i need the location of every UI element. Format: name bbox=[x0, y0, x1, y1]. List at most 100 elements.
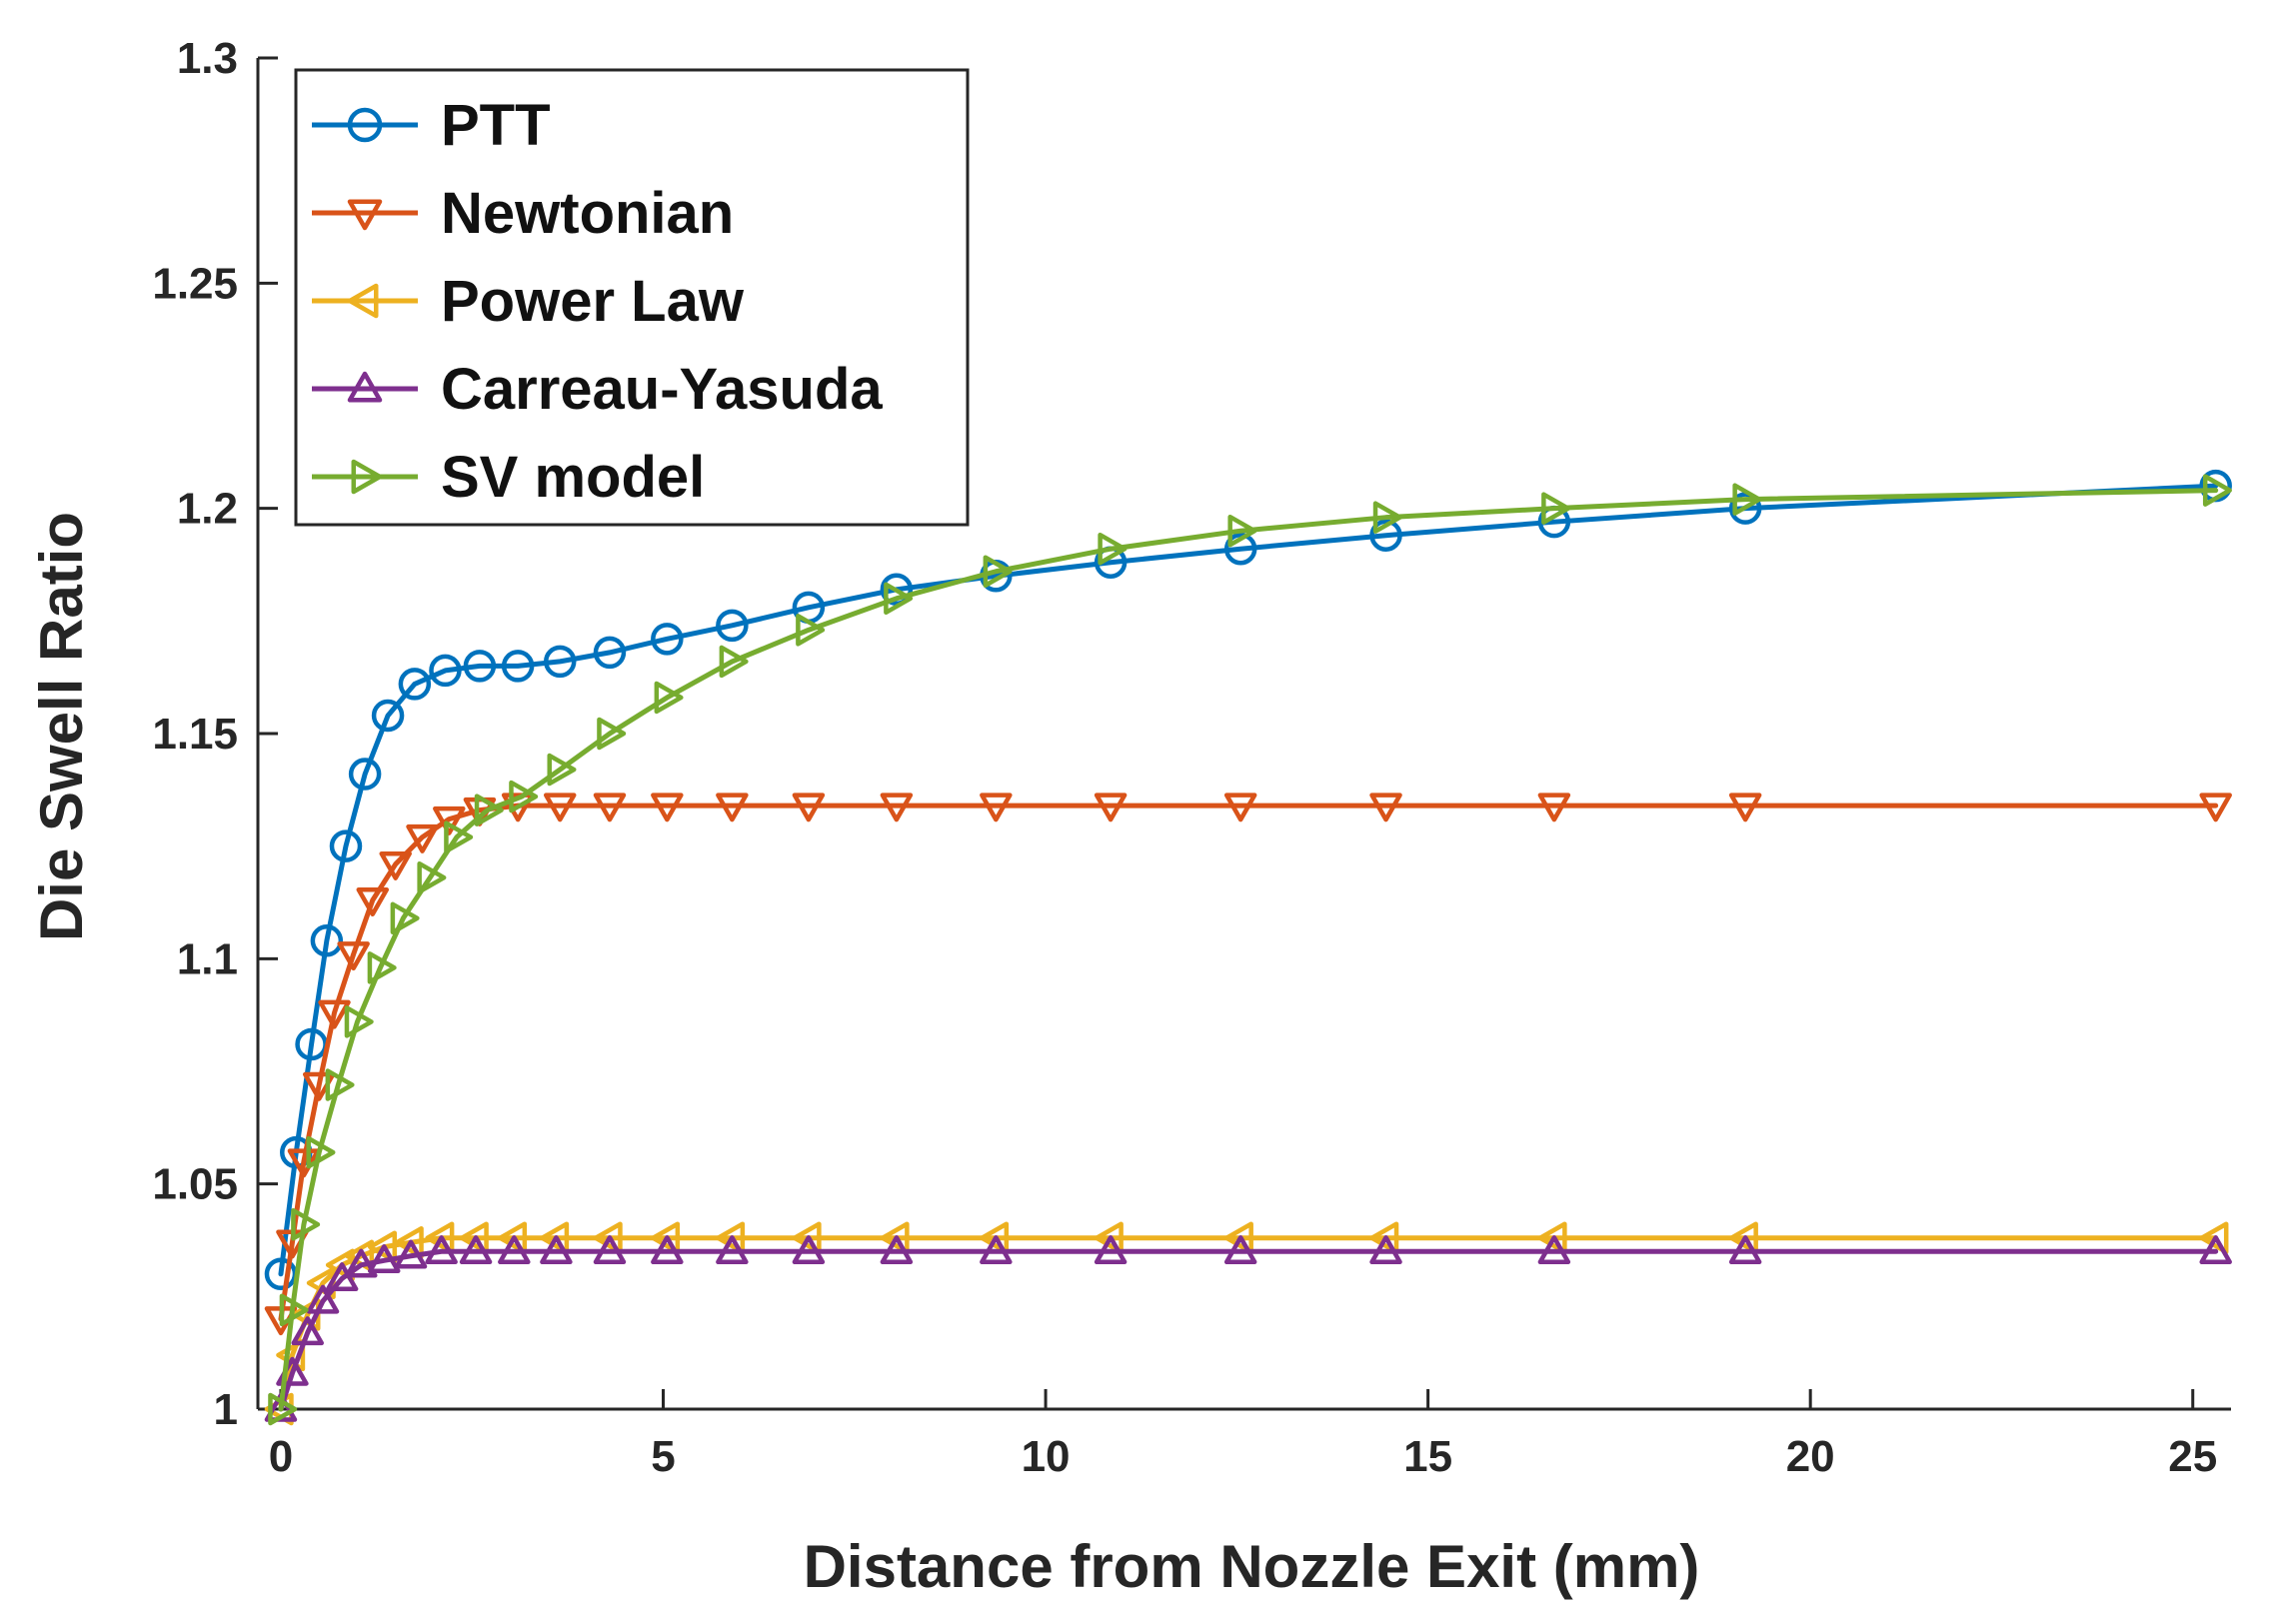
data-point bbox=[509, 780, 539, 813]
data-point bbox=[390, 901, 420, 935]
data-point bbox=[344, 1005, 374, 1038]
data-point bbox=[345, 1248, 378, 1278]
series-carreau-yasuda bbox=[264, 1235, 2232, 1422]
x-axis-label: Distance from Nozzle Exit (mm) bbox=[804, 1533, 1700, 1600]
data-point bbox=[796, 614, 826, 647]
data-point bbox=[1537, 1235, 1571, 1265]
series-layer bbox=[264, 469, 2232, 1426]
data-point bbox=[716, 609, 749, 643]
legend-entry: Newtonian bbox=[312, 181, 734, 246]
data-point bbox=[1227, 514, 1257, 548]
legend-entry: Carreau-Yasuda bbox=[312, 357, 883, 422]
data-point bbox=[367, 1244, 401, 1274]
data-point bbox=[394, 1239, 428, 1269]
data-point bbox=[444, 820, 474, 853]
data-point bbox=[306, 1135, 336, 1169]
y-tick-label: 1.15 bbox=[152, 710, 238, 759]
data-point bbox=[593, 1235, 627, 1265]
data-point bbox=[1223, 1235, 1257, 1265]
series-line bbox=[278, 488, 2219, 1412]
data-point bbox=[1728, 793, 1762, 822]
series-sv-model bbox=[268, 474, 2232, 1426]
data-point bbox=[367, 951, 397, 984]
data-point bbox=[2199, 1235, 2232, 1265]
data-point bbox=[1098, 532, 1128, 566]
data-point bbox=[1369, 1235, 1402, 1265]
data-point bbox=[1369, 519, 1402, 552]
data-point bbox=[980, 1235, 1013, 1265]
data-point bbox=[651, 623, 684, 656]
x-tick-label: 15 bbox=[1403, 1432, 1452, 1481]
data-point bbox=[980, 793, 1013, 822]
legend-label: Newtonian bbox=[441, 181, 734, 246]
data-point bbox=[268, 1392, 298, 1426]
y-tick-label: 1.25 bbox=[152, 259, 238, 308]
data-point bbox=[279, 1293, 309, 1327]
data-point bbox=[651, 1235, 684, 1265]
y-axis-label: Die Swell Ratio bbox=[28, 512, 95, 941]
data-point bbox=[498, 1235, 531, 1265]
data-point bbox=[291, 1316, 324, 1346]
data-point bbox=[880, 573, 914, 607]
data-point bbox=[651, 793, 684, 822]
data-point bbox=[1223, 793, 1257, 822]
data-point bbox=[348, 758, 382, 791]
legend-marker bbox=[351, 459, 383, 495]
data-point bbox=[593, 793, 627, 822]
data-point bbox=[880, 1235, 914, 1265]
data-point bbox=[379, 850, 412, 880]
series-line bbox=[278, 803, 2219, 1322]
legend-label: SV model bbox=[441, 445, 705, 510]
y-tick-label: 1.3 bbox=[177, 34, 238, 83]
legend-label: PTT bbox=[441, 93, 551, 158]
legend: PTT Newtonian Power Law Carreau-Yasuda SV mo… bbox=[294, 68, 970, 527]
data-point bbox=[310, 924, 344, 957]
data-point bbox=[459, 1235, 493, 1265]
data-point bbox=[345, 1239, 375, 1273]
legend-entry: PTT bbox=[312, 93, 551, 158]
data-point bbox=[318, 999, 351, 1029]
data-point bbox=[983, 555, 1013, 589]
series-line bbox=[278, 483, 2219, 1277]
data-point bbox=[547, 753, 577, 787]
data-point bbox=[1372, 501, 1402, 534]
legend-marker bbox=[347, 371, 383, 403]
legend-label: Power Law bbox=[441, 269, 745, 334]
legend-box bbox=[294, 68, 970, 527]
data-point bbox=[329, 829, 363, 862]
legend-marker bbox=[347, 199, 383, 231]
data-point bbox=[540, 1235, 573, 1265]
data-point bbox=[406, 823, 439, 853]
data-point bbox=[425, 1235, 458, 1265]
data-point bbox=[1541, 492, 1571, 525]
data-point bbox=[543, 793, 577, 822]
y-tick-label: 1.1 bbox=[177, 934, 238, 983]
data-point bbox=[792, 1235, 826, 1265]
data-point bbox=[371, 699, 405, 733]
data-point bbox=[291, 1207, 321, 1241]
data-point bbox=[593, 636, 627, 670]
data-point bbox=[501, 650, 535, 683]
data-point bbox=[1537, 793, 1571, 822]
axes-layer: 0 5 10 15 20 25 1 1.05 1.1 1.15 1.2 1.25 1.3 bbox=[152, 34, 2231, 1481]
data-point bbox=[792, 793, 826, 822]
legend-entry: Power Law bbox=[312, 269, 745, 334]
data-point bbox=[417, 860, 447, 894]
data-point bbox=[716, 1235, 749, 1265]
data-point bbox=[719, 645, 749, 679]
legend-marker bbox=[347, 107, 383, 143]
data-point bbox=[1223, 532, 1257, 566]
x-tick-label: 5 bbox=[651, 1432, 675, 1481]
x-tick-label: 20 bbox=[1786, 1432, 1835, 1481]
data-point bbox=[1094, 793, 1128, 822]
series-line bbox=[278, 1248, 2219, 1412]
data-point bbox=[325, 1068, 355, 1101]
x-tick-label: 25 bbox=[2168, 1432, 2217, 1481]
data-point bbox=[398, 668, 432, 701]
data-point bbox=[433, 806, 466, 835]
data-point bbox=[880, 793, 914, 822]
y-tick-label: 1 bbox=[214, 1385, 238, 1434]
data-point bbox=[1732, 483, 1762, 516]
